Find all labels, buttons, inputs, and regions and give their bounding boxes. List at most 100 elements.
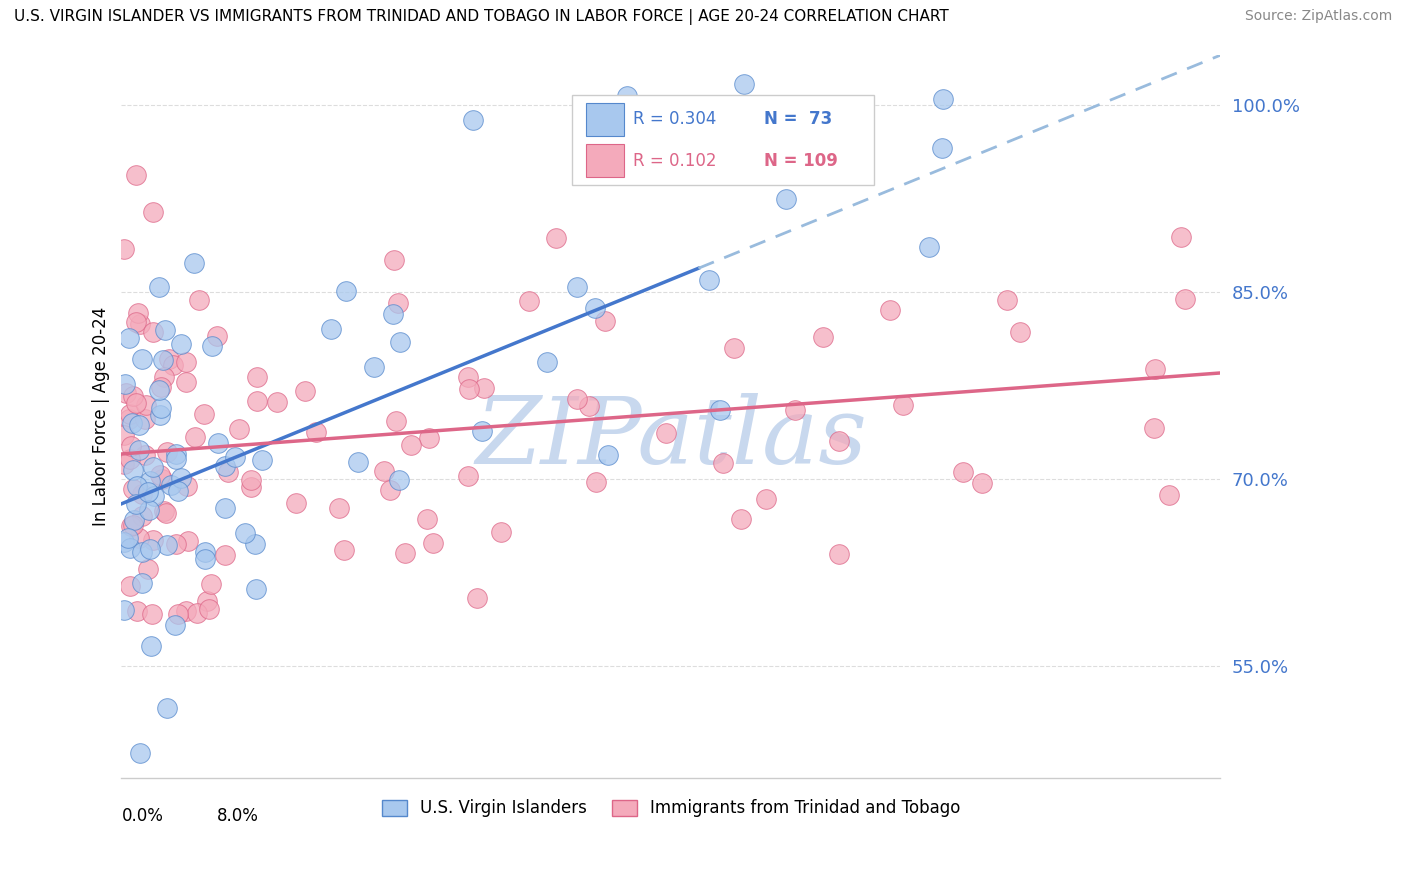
Point — [472, 381, 495, 395]
Point — [129, 318, 152, 332]
Point — [387, 296, 409, 310]
Text: U.S. VIRGIN ISLANDER VS IMMIGRANTS FROM TRINIDAD AND TOBAGO IN LABOR FORCE | AGE: U.S. VIRGIN ISLANDER VS IMMIGRANTS FROM … — [14, 9, 949, 25]
Point — [153, 323, 176, 337]
Point — [239, 480, 262, 494]
Point — [170, 337, 193, 351]
Point — [163, 618, 186, 632]
Point — [418, 431, 440, 445]
Point — [245, 582, 267, 596]
Point — [118, 411, 141, 425]
Point — [152, 353, 174, 368]
Point — [319, 322, 342, 336]
Point — [214, 548, 236, 562]
Point — [174, 354, 197, 368]
Point — [457, 469, 479, 483]
Point — [174, 604, 197, 618]
Point — [565, 280, 588, 294]
Point — [121, 517, 143, 532]
Point — [131, 545, 153, 559]
Point — [401, 438, 423, 452]
Text: 8.0%: 8.0% — [217, 807, 259, 825]
Point — [711, 457, 734, 471]
Point — [156, 701, 179, 715]
Text: 0.0%: 0.0% — [121, 807, 163, 825]
Y-axis label: In Labor Force | Age 20-24: In Labor Force | Age 20-24 — [93, 307, 110, 526]
Point — [730, 512, 752, 526]
Point — [465, 591, 488, 606]
Point — [416, 512, 439, 526]
Point — [585, 475, 607, 490]
Point — [250, 453, 273, 467]
Point — [120, 519, 142, 533]
Point — [193, 545, 215, 559]
Text: R = 0.304: R = 0.304 — [633, 111, 716, 128]
Point — [811, 329, 834, 343]
Point — [224, 450, 246, 464]
Point — [128, 443, 150, 458]
Point — [783, 403, 806, 417]
Point — [245, 537, 267, 551]
Point — [733, 77, 755, 91]
FancyBboxPatch shape — [586, 103, 624, 136]
Point — [378, 483, 401, 497]
Point — [131, 487, 153, 501]
Point — [775, 193, 797, 207]
Point — [138, 474, 160, 488]
Point — [117, 531, 139, 545]
Point — [285, 495, 308, 509]
Point — [166, 484, 188, 499]
Point — [593, 314, 616, 328]
Point — [457, 382, 479, 396]
Point — [471, 424, 494, 438]
Point — [1144, 362, 1167, 376]
Point — [184, 430, 207, 444]
Point — [125, 479, 148, 493]
Point — [128, 418, 150, 433]
Point — [616, 89, 638, 103]
Point — [131, 508, 153, 523]
Point — [931, 141, 953, 155]
Point — [127, 604, 149, 618]
Point — [217, 465, 239, 479]
Point — [112, 242, 135, 256]
Point — [517, 293, 540, 308]
Point — [389, 335, 412, 350]
Point — [118, 541, 141, 555]
Point — [125, 315, 148, 329]
Point — [142, 325, 165, 339]
Point — [246, 393, 269, 408]
Point — [139, 639, 162, 653]
Point — [153, 504, 176, 518]
Point — [457, 370, 479, 384]
Point — [200, 577, 222, 591]
Point — [131, 575, 153, 590]
Point — [970, 475, 993, 490]
Point — [157, 351, 180, 366]
Point — [723, 341, 745, 355]
Point — [112, 603, 135, 617]
Legend: U.S. Virgin Islanders, Immigrants from Trinidad and Tobago: U.S. Virgin Islanders, Immigrants from T… — [375, 793, 967, 824]
Point — [136, 485, 159, 500]
Point — [176, 478, 198, 492]
Point — [207, 436, 229, 450]
Point — [125, 498, 148, 512]
Point — [165, 537, 187, 551]
Point — [1159, 488, 1181, 502]
Point — [1010, 325, 1032, 339]
Point — [381, 307, 404, 321]
Point — [183, 256, 205, 270]
Point — [122, 482, 145, 496]
Point — [138, 503, 160, 517]
Point — [165, 452, 187, 467]
Point — [188, 293, 211, 308]
Point — [159, 478, 181, 492]
Point — [755, 492, 778, 507]
Point — [891, 398, 914, 412]
Point — [125, 168, 148, 182]
Point — [120, 579, 142, 593]
Point — [135, 398, 157, 412]
Point — [194, 552, 217, 566]
Point — [335, 285, 357, 299]
Point — [697, 273, 720, 287]
FancyBboxPatch shape — [586, 145, 624, 178]
